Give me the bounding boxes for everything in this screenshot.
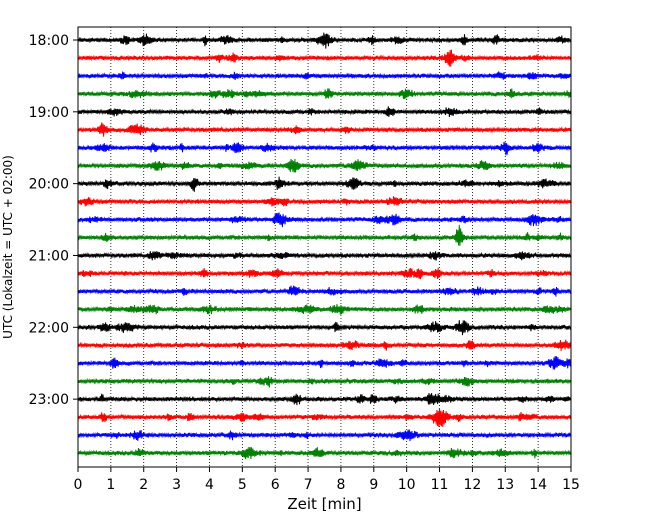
trace-2130 bbox=[77, 285, 572, 297]
trace-2200 bbox=[77, 320, 572, 336]
y-tick-label: 22:00 bbox=[29, 320, 69, 336]
x-tick-label: 4 bbox=[205, 477, 214, 493]
y-tick-label: 18:00 bbox=[29, 33, 69, 49]
trace-2100 bbox=[77, 251, 572, 261]
x-tick-label: 10 bbox=[398, 477, 416, 493]
x-tick-label: 0 bbox=[74, 477, 83, 493]
trace-2115 bbox=[77, 267, 572, 280]
y-tick-label: 19:00 bbox=[29, 105, 69, 121]
x-tick-label: 6 bbox=[271, 477, 280, 493]
x-tick-label: 5 bbox=[238, 477, 247, 493]
y-tick-label: 21:00 bbox=[29, 248, 69, 264]
y-axis-label: UTC (Lokalzeit = UTC + 02:00) bbox=[1, 155, 15, 339]
x-tick-label: 2 bbox=[139, 477, 148, 493]
trace-2345 bbox=[77, 446, 572, 460]
trace-2230 bbox=[77, 355, 572, 370]
trace-2300 bbox=[77, 392, 572, 406]
x-tick-label: 14 bbox=[529, 477, 547, 493]
plot-frame bbox=[77, 26, 572, 468]
grid-lines bbox=[110, 27, 539, 467]
trace-2015 bbox=[77, 196, 572, 207]
trace-2330 bbox=[77, 429, 572, 442]
x-tick-label: 11 bbox=[431, 477, 449, 493]
trace-2000 bbox=[77, 176, 572, 192]
y-tick-label: 23:00 bbox=[29, 392, 69, 408]
traces bbox=[77, 32, 572, 460]
x-axis: 0 1 2 3 4 5 6 7 8 9 10 11 12 13 14 15 bbox=[74, 467, 580, 493]
x-tick-label: 1 bbox=[106, 477, 115, 493]
x-tick-label: 12 bbox=[463, 477, 481, 493]
trace-2215 bbox=[77, 339, 572, 351]
trace-2045 bbox=[77, 224, 572, 246]
x-tick-label: 8 bbox=[336, 477, 345, 493]
x-tick-label: 7 bbox=[304, 477, 313, 493]
x-tick-label: 9 bbox=[369, 477, 378, 493]
trace-1915 bbox=[77, 122, 572, 137]
trace-1900 bbox=[77, 106, 572, 118]
x-axis-label: Zeit [min] bbox=[287, 495, 361, 513]
y-tick-label: 20:00 bbox=[29, 177, 69, 193]
trace-1800 bbox=[77, 32, 572, 49]
trace-1930 bbox=[77, 141, 572, 156]
trace-1945 bbox=[77, 158, 572, 173]
trace-2315 bbox=[77, 408, 572, 428]
trace-1815 bbox=[77, 49, 572, 67]
trace-1845 bbox=[77, 88, 572, 100]
trace-2030 bbox=[77, 212, 572, 228]
x-tick-label: 3 bbox=[172, 477, 181, 493]
x-tick-label: 13 bbox=[496, 477, 514, 493]
trace-2145 bbox=[77, 304, 572, 315]
trace-1830 bbox=[77, 71, 572, 80]
y-axis: 18:00 19:00 20:00 21:00 22:00 23:00 bbox=[29, 33, 78, 408]
trace-2245 bbox=[77, 376, 572, 388]
x-tick-label: 15 bbox=[562, 477, 580, 493]
